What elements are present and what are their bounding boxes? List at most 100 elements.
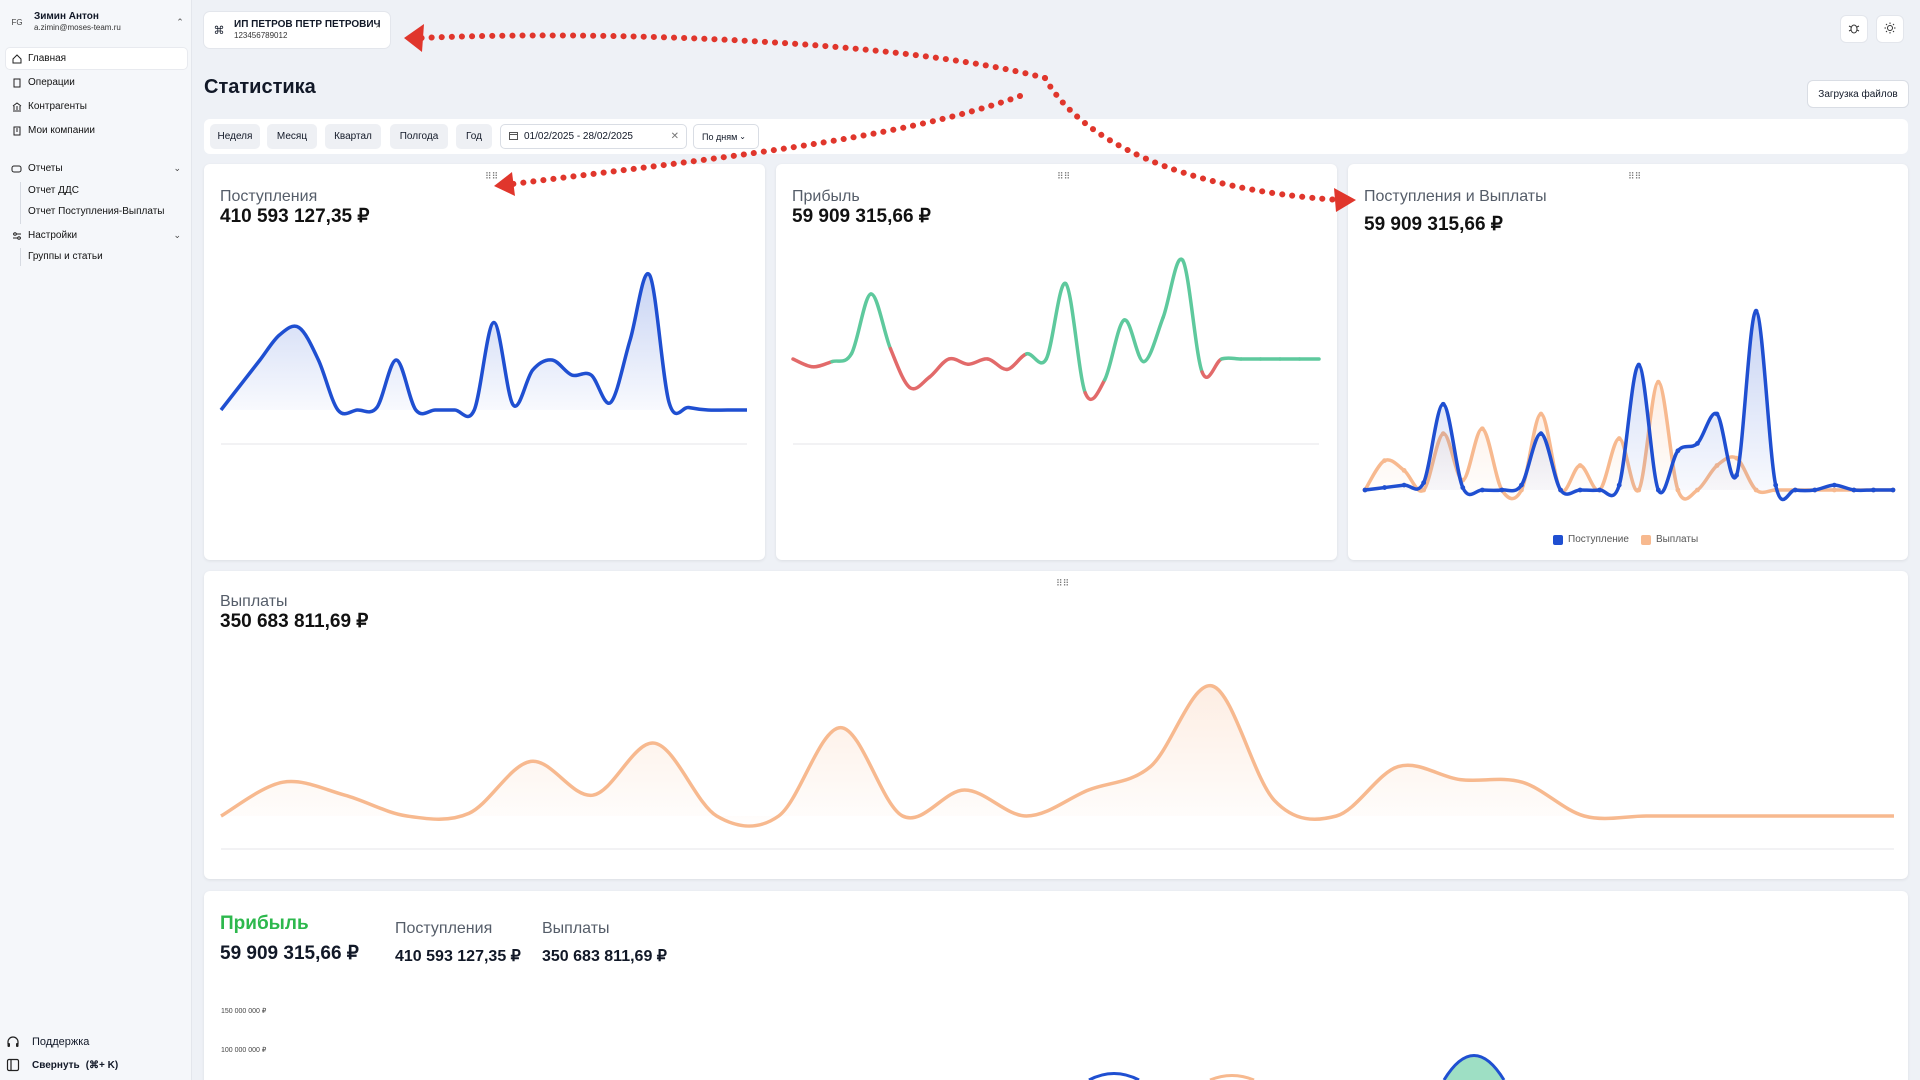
theme-toggle-button[interactable] <box>1877 16 1903 42</box>
avatar: FG <box>11 17 23 27</box>
card-title: Прибыль <box>792 188 860 205</box>
command-icon: ⌘ <box>213 24 225 37</box>
drag-handle-icon[interactable]: ⠿⠿ <box>485 171 499 181</box>
income-point <box>1675 448 1681 454</box>
income-point <box>1792 487 1798 493</box>
support-label: Поддержка <box>32 1036 90 1048</box>
sidebar-item-groups[interactable]: Группы и статьи <box>28 251 103 262</box>
legend-label-income: Поступление <box>1568 534 1629 545</box>
reports-icon <box>11 163 22 174</box>
sidebar-item-dds-report[interactable]: Отчет ДДС <box>28 185 79 196</box>
payouts-point <box>1655 379 1661 385</box>
profit-segment <box>986 357 1010 372</box>
income-point <box>1440 401 1446 407</box>
sidebar-item-label: Главная <box>28 53 67 64</box>
grouping-select[interactable]: По дням ⌄ <box>693 124 759 149</box>
income-point <box>1851 487 1857 493</box>
company-inn: 123456789012 <box>234 31 288 40</box>
user-switcher[interactable]: FG Зимин Антон a.zimin@moses-team.ru ⌃ <box>6 6 186 38</box>
payouts-point <box>1401 468 1407 473</box>
profit-segment <box>1005 352 1029 372</box>
grouping-value: По дням <box>702 131 738 142</box>
card-value: 350 683 811,69 ₽ <box>220 611 369 632</box>
income-point <box>1655 487 1661 493</box>
income-point <box>1714 411 1720 417</box>
profit-segment <box>869 292 893 351</box>
sidebar-item-inout-report[interactable]: Отчет Поступления-Выплаты <box>28 206 165 217</box>
income-point <box>1577 487 1583 493</box>
headset-icon <box>6 1035 20 1049</box>
period-week-button[interactable]: Неделя <box>210 124 260 149</box>
period-year-button[interactable]: Год <box>456 124 492 149</box>
profit-segment <box>849 292 873 356</box>
card-title: Поступления <box>220 188 318 205</box>
profit-segment <box>888 346 912 390</box>
legend-swatch-income[interactable] <box>1553 534 1563 545</box>
income-point <box>1558 487 1563 493</box>
sidebar-item-my-companies[interactable]: Мои компании <box>6 120 187 141</box>
income-card: ⠿⠿ Поступления 410 593 127,35 ₽ <box>204 164 765 560</box>
profit-segment <box>1044 281 1068 361</box>
chart-legend: Поступление Выплаты <box>1553 534 1698 545</box>
income-point <box>1773 482 1779 488</box>
payouts-point <box>1577 463 1583 468</box>
support-link[interactable]: Поддержка <box>6 1035 89 1049</box>
profit-segment <box>1083 378 1107 401</box>
period-halfyear-button[interactable]: Полгода <box>390 124 448 149</box>
y-axis-tick: 150 000 000 ₽ <box>221 1008 267 1015</box>
profit-segment <box>1180 258 1204 374</box>
chevron-down-icon: ⌄ <box>173 230 181 240</box>
profit-segment <box>1161 257 1185 320</box>
bug-report-button[interactable] <box>1841 16 1867 42</box>
income-point <box>1362 487 1368 493</box>
summary-income-peak <box>1088 1072 1140 1080</box>
company-switcher[interactable]: ⌘ ИП ПЕТРОВ ПЕТР ПЕТРОВИЧ 123456789012 ⌃ <box>204 12 390 48</box>
collapse-label: Свернуть <box>32 1059 80 1071</box>
series-line <box>219 271 747 419</box>
drag-handle-icon[interactable]: ⠿⠿ <box>1628 171 1642 181</box>
period-month-button[interactable]: Месяц <box>267 124 317 149</box>
summary-card: Прибыль 59 909 315,66 ₽ Поступления 410 … <box>204 891 1908 1080</box>
upload-files-button[interactable]: Загрузка файлов <box>1808 81 1908 107</box>
bank-icon <box>11 101 22 112</box>
profit-segment <box>1122 318 1146 364</box>
date-range-value: 01/02/2025 - 28/02/2025 <box>524 131 633 142</box>
profit-segment <box>1025 352 1049 365</box>
date-range-input[interactable]: 01/02/2025 - 28/02/2025 ✕ <box>500 124 687 149</box>
summary-payouts-value: 350 683 811,69 ₽ <box>542 948 667 965</box>
income-point <box>1401 482 1407 488</box>
period-quarter-button[interactable]: Квартал <box>325 124 381 149</box>
income-point <box>1479 487 1485 493</box>
collapse-shortcut: (⌘+ K) <box>85 1059 119 1071</box>
sidebar-item-settings[interactable]: Настройки ⌄ <box>6 225 187 246</box>
user-info: Зимин Антон a.zimin@moses-team.ru <box>34 11 174 33</box>
submenu-divider <box>20 248 21 266</box>
profit-segment <box>1102 318 1126 382</box>
sidebar-item-label: Отчеты <box>28 163 63 174</box>
profit-segment <box>947 356 971 366</box>
sidebar-item-reports[interactable]: Отчеты ⌄ <box>6 158 187 179</box>
card-title: Выплаты <box>220 593 288 610</box>
sidebar-item-home[interactable]: Главная <box>6 48 187 69</box>
income-point <box>1519 482 1524 488</box>
clear-icon[interactable]: ✕ <box>670 131 679 142</box>
sidebar-item-contractors[interactable]: Контрагенты <box>6 96 187 117</box>
home-icon <box>11 53 22 64</box>
collapse-button[interactable]: Свернуть (⌘+ K) <box>6 1058 118 1072</box>
series-area <box>221 273 747 417</box>
summary-payouts-label: Выплаты <box>542 920 610 937</box>
profit-segment <box>830 352 854 364</box>
summary-income-peak <box>1442 1054 1506 1080</box>
legend-swatch-payouts[interactable] <box>1640 534 1651 545</box>
company-info: ИП ПЕТРОВ ПЕТР ПЕТРОВИЧ 123456789012 <box>234 19 381 41</box>
summary-income-label: Поступления <box>395 920 493 937</box>
sidebar-item-operations[interactable]: Операции <box>6 72 187 93</box>
sidebar-item-label: Настройки <box>28 230 78 241</box>
inout-chart <box>1362 308 1896 502</box>
profit-segment <box>908 375 932 391</box>
income-point <box>1636 362 1642 368</box>
income-point <box>1616 482 1622 488</box>
profit-segment <box>810 359 834 369</box>
drag-handle-icon[interactable]: ⠿⠿ <box>1056 578 1070 588</box>
bug-icon <box>1848 22 1860 37</box>
